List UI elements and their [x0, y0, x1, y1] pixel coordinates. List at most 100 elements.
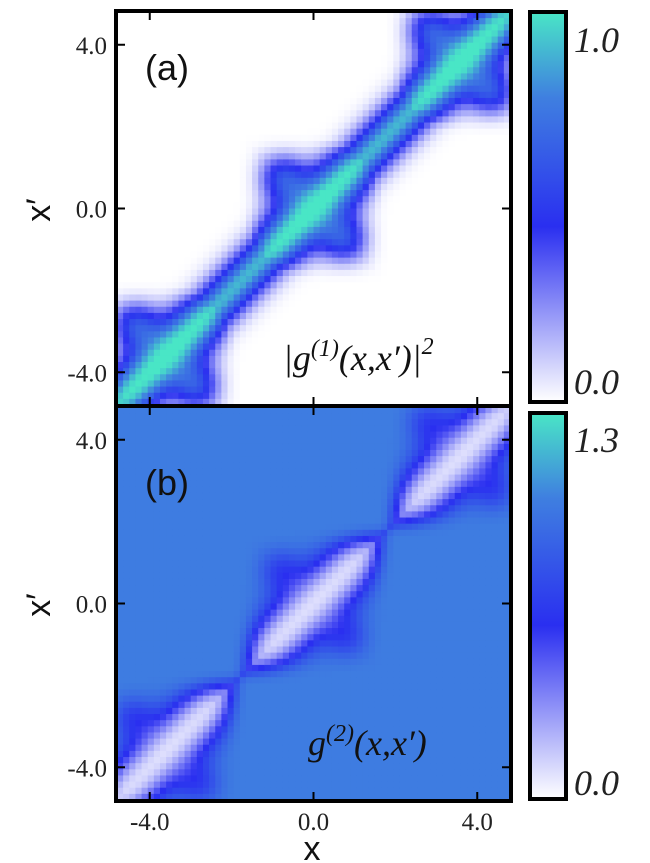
heatmap-cell: [319, 294, 327, 302]
heatmap-cell: [190, 443, 198, 451]
heatmap-cell: [153, 257, 161, 265]
heatmap-cell: [166, 177, 173, 185]
heatmap-cell: [117, 578, 124, 586]
heatmap-cell: [282, 386, 290, 394]
heatmap-cell: [356, 79, 364, 87]
heatmap-cell: [159, 233, 167, 240]
heatmap-cell: [331, 128, 339, 136]
heatmap-cell: [264, 374, 272, 382]
heatmap-cell: [313, 159, 321, 167]
heatmap-cell: [344, 30, 351, 38]
heatmap-cell: [405, 257, 413, 265]
heatmap-cell: [153, 499, 161, 506]
heatmap-cell: [141, 757, 149, 764]
heatmap-cell: [503, 159, 510, 167]
heatmap-cell: [159, 603, 167, 611]
heatmap-cell: [338, 214, 345, 222]
heatmap-cell: [448, 276, 456, 283]
heatmap-cell: [227, 392, 235, 400]
heatmap-cell: [295, 282, 302, 289]
heatmap-cell: [442, 24, 450, 32]
heatmap-cell: [282, 226, 290, 234]
heatmap-cell: [215, 226, 222, 234]
heatmap-cell: [393, 306, 401, 314]
heatmap-cell: [209, 251, 216, 259]
heatmap-cell: [442, 196, 450, 203]
heatmap-cell: [202, 245, 210, 253]
heatmap-cell: [264, 380, 272, 388]
heatmap-cell: [331, 73, 339, 81]
heatmap-cell: [374, 282, 382, 289]
heatmap-cell: [307, 362, 315, 369]
heatmap-cell: [141, 24, 149, 32]
heatmap-cell: [424, 177, 431, 185]
heatmap-cell: [338, 48, 345, 56]
heatmap-cell: [141, 398, 149, 405]
heatmap-cell: [288, 165, 296, 173]
heatmap-cell: [147, 196, 155, 203]
heatmap-cell: [356, 147, 364, 154]
heatmap-cell: [147, 380, 155, 388]
heatmap-cell: [153, 701, 161, 709]
heatmap-cell: [178, 462, 186, 470]
heatmap-cell: [301, 18, 308, 25]
heatmap-cell: [331, 153, 339, 160]
heatmap-cell: [184, 738, 192, 746]
heatmap-cell: [147, 239, 155, 246]
heatmap-cell: [301, 140, 308, 148]
heatmap-cell: [356, 220, 364, 228]
heatmap-cell: [252, 30, 259, 38]
heatmap-cell: [153, 407, 161, 414]
heatmap-cell: [338, 159, 345, 167]
heatmap-cell: [258, 165, 265, 173]
heatmap-cell: [288, 12, 296, 19]
heatmap-cell: [485, 190, 493, 197]
heatmap-cell: [178, 196, 186, 203]
heatmap-cell: [209, 24, 216, 32]
heatmap-cell: [362, 220, 370, 228]
heatmap-cell: [338, 386, 345, 394]
heatmap-cell: [264, 392, 272, 400]
heatmap-cell: [227, 12, 235, 19]
heatmap-cell: [399, 79, 407, 87]
heatmap-cell: [141, 781, 149, 789]
heatmap-cell: [239, 355, 247, 363]
heatmap-cell: [276, 398, 284, 405]
heatmap-cell: [117, 220, 124, 228]
heatmap-cell: [178, 542, 186, 549]
heatmap-cell: [147, 695, 155, 703]
heatmap-cell: [190, 386, 198, 394]
heatmap-cell: [153, 511, 161, 519]
heatmap-cell: [362, 263, 370, 271]
heatmap-cell: [153, 695, 161, 703]
heatmap-cell: [344, 208, 351, 216]
heatmap-cell: [153, 646, 161, 654]
heatmap-cell: [276, 91, 284, 99]
heatmap-cell: [123, 177, 130, 185]
heatmap-cell: [467, 233, 474, 240]
heatmap-cell: [288, 331, 296, 339]
heatmap-cell: [454, 257, 462, 265]
heatmap-cell: [245, 42, 253, 50]
heatmap-cell: [319, 54, 327, 62]
heatmap-cell: [117, 196, 124, 203]
heatmap-cell: [356, 294, 364, 302]
heatmap-cell: [184, 134, 192, 142]
heatmap-cell: [485, 122, 493, 130]
heatmap-cell: [129, 437, 137, 445]
heatmap-cell: [172, 671, 180, 678]
heatmap-cell: [301, 97, 308, 105]
heatmap-cell: [417, 134, 425, 142]
heatmap-cell: [141, 202, 149, 210]
heatmap-cell: [503, 171, 510, 179]
heatmap-cell: [362, 362, 370, 369]
heatmap-cell: [123, 368, 130, 375]
heatmap-cell: [381, 196, 388, 203]
heatmap-cell: [424, 349, 431, 357]
heatmap-cell: [172, 214, 180, 222]
heatmap-cell: [381, 48, 388, 56]
heatmap-cell: [178, 153, 186, 160]
heatmap-cell: [135, 554, 143, 562]
heatmap-cell: [442, 362, 450, 369]
heatmap-cell: [245, 67, 253, 75]
